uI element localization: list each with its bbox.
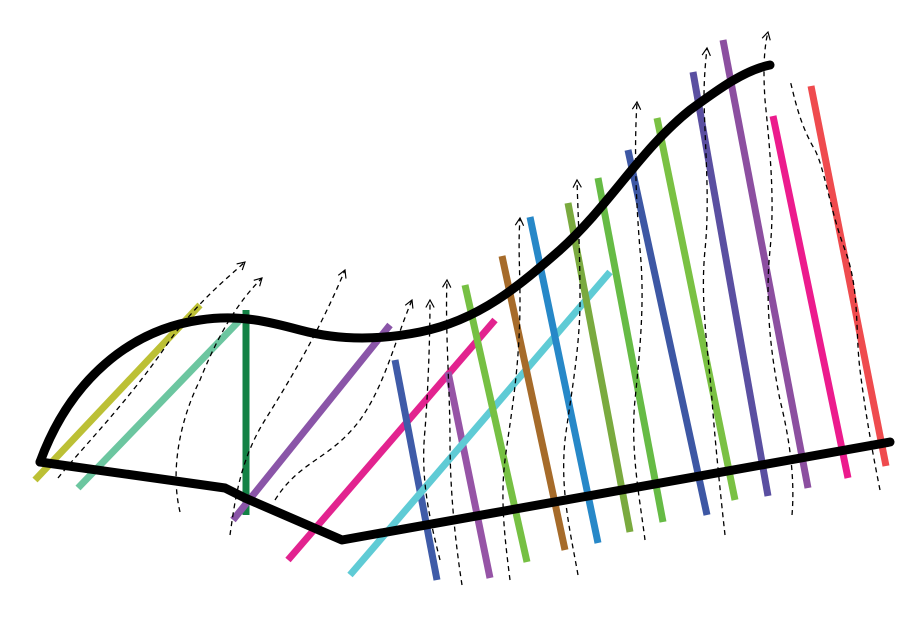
flow-arrow [442,278,463,586]
flow-arrow [761,30,794,516]
outline-bottom-edge [35,437,895,545]
colored-stroke [624,149,711,516]
flow-arrow [701,46,726,536]
colored-stroke [807,85,890,467]
colored-stroke [594,177,667,523]
colored-stroke [564,202,634,533]
colored-stroke [285,317,498,563]
colored-stroke [689,71,772,497]
colored-stroke [391,359,441,581]
colored-stroke [444,371,494,579]
flow-arrow [229,268,347,536]
outline-shape [35,60,895,545]
colored-stroke [461,284,531,563]
flow-arrow [175,277,263,513]
colored-stroke [230,322,393,523]
colored-strokes [32,39,890,581]
colored-stroke [653,117,739,501]
colored-stroke [32,302,203,483]
dashed-flow-arrows [57,30,881,586]
flow-arrow [57,261,246,479]
flow-arrow [563,178,582,576]
colored-stroke [719,39,812,489]
colored-stroke [75,317,243,491]
outline-top-curve [35,60,775,467]
flow-arrow [789,79,881,491]
colored-stroke [769,115,852,479]
colored-stroke [347,269,613,578]
flow-arrow [502,216,525,581]
